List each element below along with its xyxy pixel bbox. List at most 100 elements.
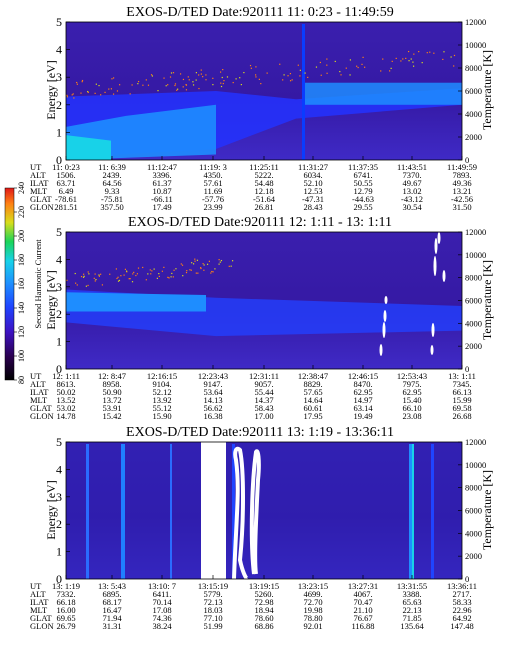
orbit-table-cell: 7975. <box>402 379 421 389</box>
temperature-point <box>150 74 153 76</box>
orbit-table-cell: -51.64 <box>253 194 276 204</box>
orbit-table-cell: 28.43 <box>303 202 322 212</box>
temperature-point <box>421 62 423 64</box>
orbit-table-cell: 3388. <box>402 589 421 599</box>
y-tick-label: 0 <box>56 153 62 167</box>
temperature-point <box>100 273 102 275</box>
orbit-table-cell: 8613. <box>56 379 75 389</box>
temperature-point <box>167 84 169 86</box>
orbit-table-cell: 57.61 <box>203 178 222 188</box>
colorbar-tick-label: 200 <box>17 230 26 242</box>
y-tick-label: 5 <box>56 15 62 29</box>
temperature-point <box>131 281 134 283</box>
panel-3: EXOS-D/TED Date:920111 13: 1:19 - 13:36:… <box>30 425 494 631</box>
orbit-table-cell: 7345. <box>452 379 471 389</box>
y2-tick-label: 2000 <box>465 341 482 351</box>
y-tick-label: 1 <box>56 545 62 559</box>
temperature-point <box>181 264 184 266</box>
orbit-table-cell: 14.13 <box>203 395 222 405</box>
colorbar-scale <box>4 187 15 381</box>
temperature-point <box>182 78 185 81</box>
orbit-table-cell: -47.31 <box>302 194 324 204</box>
temperature-point <box>180 263 182 265</box>
temperature-point <box>186 270 188 272</box>
temperature-point <box>443 51 445 53</box>
temperature-point <box>176 89 178 91</box>
orbit-table-cell: 49.36 <box>452 178 471 188</box>
orbit-table-cell: 31.31 <box>102 621 121 631</box>
orbit-table-cell: 5260. <box>254 589 273 599</box>
y2-tick-label: 10000 <box>465 40 486 50</box>
orbit-table-cell: 16.47 <box>102 605 121 615</box>
temperature-point <box>356 65 358 67</box>
temperature-point <box>151 75 154 77</box>
temperature-point <box>93 277 95 279</box>
orbit-table-cell: 66.10 <box>402 403 421 413</box>
temperature-point <box>88 273 90 275</box>
data-gap <box>201 442 226 579</box>
orbit-table-cell: 23.99 <box>203 202 222 212</box>
orbit-table-cell: 17.95 <box>303 411 322 421</box>
intensity-band-upper <box>304 82 462 105</box>
temperature-point <box>135 274 137 277</box>
temperature-point <box>389 70 391 72</box>
orbit-table-cell: 5779. <box>203 589 222 599</box>
temperature-point <box>66 96 69 98</box>
temperature-point <box>228 265 230 267</box>
colorbar-tick-label: 100 <box>17 350 26 362</box>
panel-1-title: EXOS-D/TED Date:920111 11: 0:23 - 11:49:… <box>126 5 393 20</box>
temperature-point <box>167 276 169 278</box>
temperature-point <box>192 263 195 265</box>
temperature-point <box>255 66 257 68</box>
temperature-point <box>185 89 188 91</box>
temperature-point <box>179 73 182 75</box>
temperature-point <box>282 79 284 81</box>
y-tick-label: 0 <box>56 362 62 376</box>
temperature-point <box>315 66 318 68</box>
panel-2-plot-area: 0 1 2 3 4 5 0 2000 4000 6000 8000 10000 12000 <box>56 225 486 376</box>
temperature-point <box>137 83 139 85</box>
temperature-point <box>402 58 404 60</box>
temperature-point <box>450 56 452 58</box>
temperature-point <box>112 77 115 79</box>
orbit-row-label: ALT <box>30 170 47 180</box>
temperature-point <box>112 93 115 95</box>
orbit-table-cell: 6034. <box>303 170 322 180</box>
saturation-spike <box>384 296 388 304</box>
temperature-point <box>206 263 209 265</box>
temperature-point <box>200 69 202 71</box>
orbit-row-label: GLON <box>30 621 54 631</box>
orbit-table-cell: 55.12 <box>152 403 171 413</box>
panel-1-y2label: Temperature [K] <box>480 50 494 130</box>
y-tick-label: 1 <box>56 335 62 349</box>
temperature-point <box>299 75 301 77</box>
temperature-point <box>418 50 420 53</box>
temperature-point <box>175 268 177 270</box>
temperature-point <box>362 56 364 58</box>
temperature-point <box>222 82 224 85</box>
temperature-point <box>192 81 194 83</box>
temperature-point <box>87 271 89 273</box>
temperature-point <box>222 69 224 71</box>
temperature-point <box>76 81 78 84</box>
orbit-table-cell: 29.55 <box>353 202 372 212</box>
temperature-point <box>94 273 96 275</box>
temperature-point <box>349 59 351 61</box>
temperature-point <box>87 91 89 94</box>
y2-tick-label: 4000 <box>465 528 482 538</box>
temperature-point <box>189 269 191 271</box>
orbit-table-cell: 8829. <box>303 379 322 389</box>
y2-tick-label: 6000 <box>465 506 482 516</box>
temperature-point <box>142 266 144 269</box>
orbit-table-cell: 13.52 <box>56 395 75 405</box>
temperature-point <box>279 63 281 65</box>
orbit-row-label: GLAT <box>30 613 53 623</box>
orbit-table-cell: 78.80 <box>303 613 322 623</box>
temperature-point <box>147 273 149 275</box>
temperature-point <box>177 88 179 90</box>
temperature-point <box>334 60 336 63</box>
orbit-table-cell: 17.00 <box>254 411 273 421</box>
temperature-point <box>349 74 351 76</box>
orbit-table-cell: 1506. <box>56 170 75 180</box>
